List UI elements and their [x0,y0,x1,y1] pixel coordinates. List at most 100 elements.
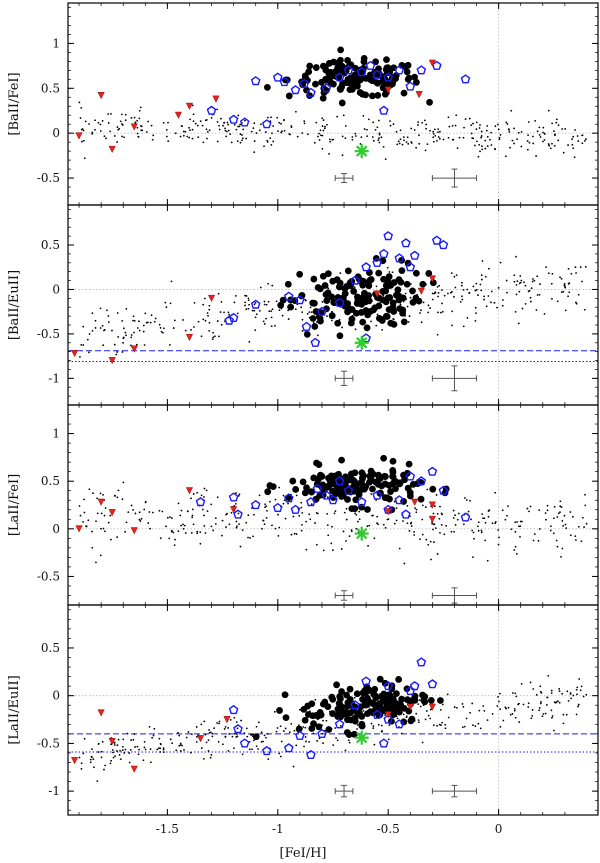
small-dot [556,300,559,303]
small-dot [480,274,483,276]
small-dot [271,284,274,287]
pentagon-marker [361,676,371,686]
y-axis-label: [BaII/EuII] [7,270,22,340]
big-dot [360,58,368,66]
small-dot [550,709,553,712]
small-dot [481,145,483,148]
pentagon-marker [334,297,345,307]
small-dot [399,303,402,306]
small-dot [225,135,228,138]
pentagon-marker [239,738,250,748]
small-dot [102,527,105,530]
small-dot [472,724,474,727]
pentagon-marker [295,295,305,305]
small-dot [453,706,456,708]
y-axis-label: [BaII/FeI] [7,72,22,135]
small-dot [376,515,379,518]
small-dot [438,137,441,140]
small-dot [315,543,318,546]
small-dot [538,126,541,129]
small-dot [107,521,110,524]
pentagon-marker [299,78,310,88]
small-dot [536,294,539,296]
small-dot [326,524,329,527]
small-dot [305,520,308,523]
small-dot [367,544,369,547]
big-dot [396,479,404,487]
small-dot [216,140,219,143]
pentagon-marker [301,321,312,331]
small-dot [300,506,303,509]
small-dot [170,280,173,283]
big-dot [343,283,350,290]
small-dot [376,313,379,316]
small-dot [555,701,558,703]
pentagon-marker [306,87,316,97]
small-dot [221,534,223,537]
small-dot [378,141,381,144]
small-dot [498,136,501,139]
small-dot [441,310,444,313]
small-dot [510,528,513,531]
pentagon-marker [405,81,416,91]
small-dot [442,138,445,141]
small-dot [248,340,251,343]
small-dot [193,301,196,304]
small-dot [534,120,537,122]
small-dot [319,134,322,137]
big-dot [359,318,367,326]
big-dot [359,277,367,285]
small-dot [260,740,263,743]
big-dot [351,505,359,513]
pentagon-marker [356,497,367,507]
pentagon-marker [233,724,243,734]
big-dot [309,712,317,720]
big-dot [341,290,349,298]
panel-la-fe: -0.500.51[LaII/FeI] [7,404,599,606]
small-dot [179,135,182,138]
small-dot [535,309,538,311]
small-dot [439,505,441,508]
triangle-marker [428,703,436,711]
small-dot [153,320,156,323]
triangle-marker [97,709,105,717]
small-dot [322,549,325,552]
big-dot [323,305,330,313]
small-dot [439,130,441,133]
small-dot [197,320,200,323]
small-dot [427,714,430,717]
small-dot [511,692,514,694]
small-dot [244,304,246,307]
small-dot [83,498,86,501]
small-dot [469,711,472,714]
small-dot [470,132,473,135]
small-dot [143,508,146,511]
small-dot [111,329,113,332]
small-dot [455,274,458,277]
small-dot [310,311,313,314]
small-dot [91,131,94,134]
big-dot [338,99,346,107]
small-dot [464,118,467,121]
small-dot [456,706,458,709]
small-dot [138,748,141,751]
small-dot [469,499,471,502]
small-dot [170,517,173,519]
small-dot [487,267,490,270]
small-dot [80,762,83,765]
small-dot [123,136,125,139]
small-dot [278,752,281,755]
small-dot [117,489,120,492]
small-dot [433,523,436,526]
small-dot [535,155,537,157]
small-dot [435,494,438,496]
small-dot [367,118,370,121]
small-dot [496,123,499,126]
small-dot [420,309,422,312]
y-tick-label: 0 [52,282,60,296]
small-dot [264,503,267,506]
small-dot [130,334,133,336]
y-tick-label: -0.5 [37,569,60,583]
small-dot [282,494,285,497]
small-dot [340,548,343,550]
